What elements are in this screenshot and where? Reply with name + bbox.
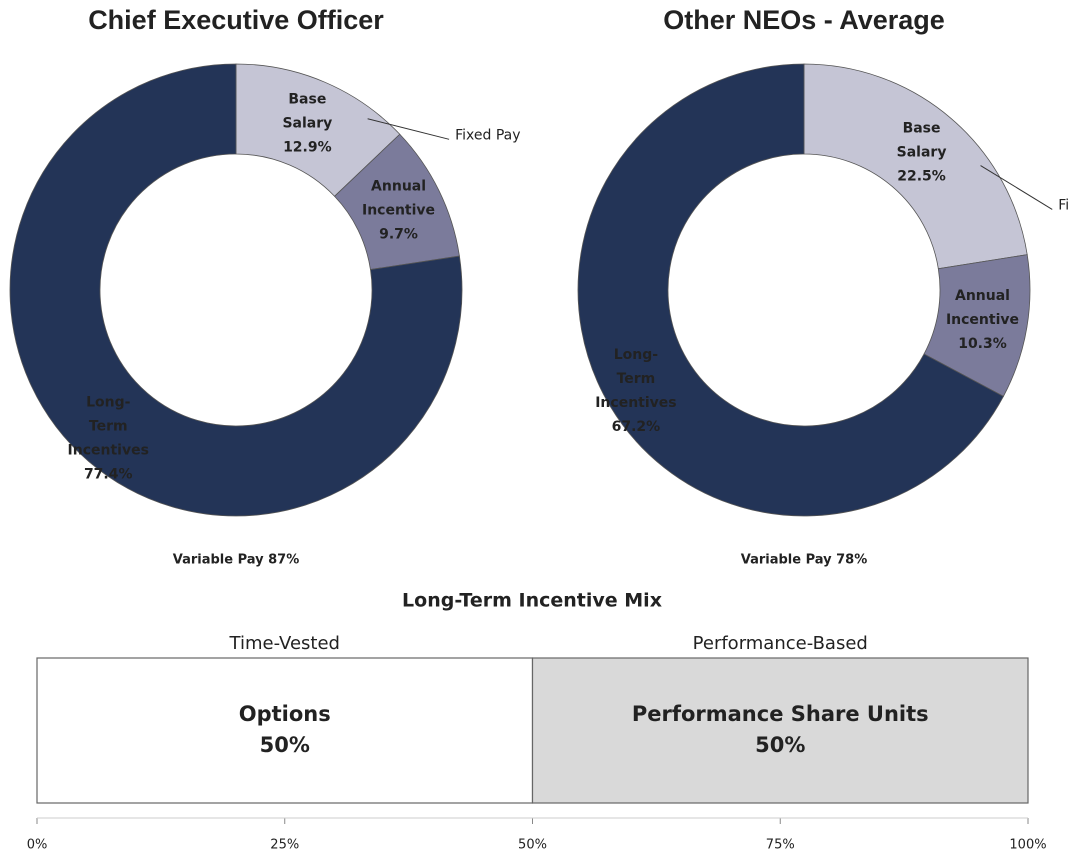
segment-name: Options: [239, 702, 331, 726]
segment-value-label: 77.4%: [84, 467, 133, 483]
segment-name: Performance Share Units: [632, 702, 929, 726]
segment-value-label: 50%: [260, 733, 310, 757]
annotation-leader: [980, 165, 1053, 210]
segment-label: Base Salary: [897, 120, 947, 160]
footnote: Variable Pay 78%: [741, 553, 868, 568]
donut-segment: [577, 63, 1004, 517]
annotation: Fixed Pay: [455, 127, 520, 143]
segment-value-label: 50%: [755, 733, 805, 757]
segment-label: Long-Term Incentives: [595, 347, 676, 411]
chart-title: Chief Executive Officer: [88, 5, 384, 35]
footnote: Variable Pay 87%: [173, 553, 300, 568]
segment-value-label: 67.2%: [612, 419, 661, 435]
group-label: Performance-Based: [693, 633, 868, 654]
segment-value-label: 10.3%: [958, 336, 1007, 352]
annotation-leader: [367, 118, 450, 140]
segment-label: Annual Incentive: [946, 288, 1019, 328]
x-tick-label: 50%: [518, 838, 547, 853]
segment-label: Long-Term Incentives: [68, 395, 149, 459]
annotation: Fixed Pay: [1058, 197, 1068, 213]
donut-segment: [803, 63, 1028, 270]
donut-segment: [9, 63, 463, 517]
segment-label: Base Salary: [282, 92, 332, 132]
bar-segment: [531, 657, 1029, 804]
segment-value-label: 9.7%: [379, 226, 418, 242]
group-label: Time-Vested: [229, 633, 340, 654]
chart-title: Long-Term Incentive Mix: [402, 590, 662, 612]
x-tick-label: 25%: [270, 838, 299, 853]
segment-value-label: 22.5%: [897, 168, 946, 184]
chart-title: Other NEOs - Average: [663, 5, 945, 35]
x-tick-label: 100%: [1009, 838, 1046, 853]
bar-segment: [36, 657, 534, 804]
x-tick-label: 0%: [27, 838, 48, 853]
segment-value-label: 12.9%: [283, 140, 332, 156]
x-tick-label: 75%: [766, 838, 795, 853]
segment-label: Annual Incentive: [362, 178, 435, 218]
